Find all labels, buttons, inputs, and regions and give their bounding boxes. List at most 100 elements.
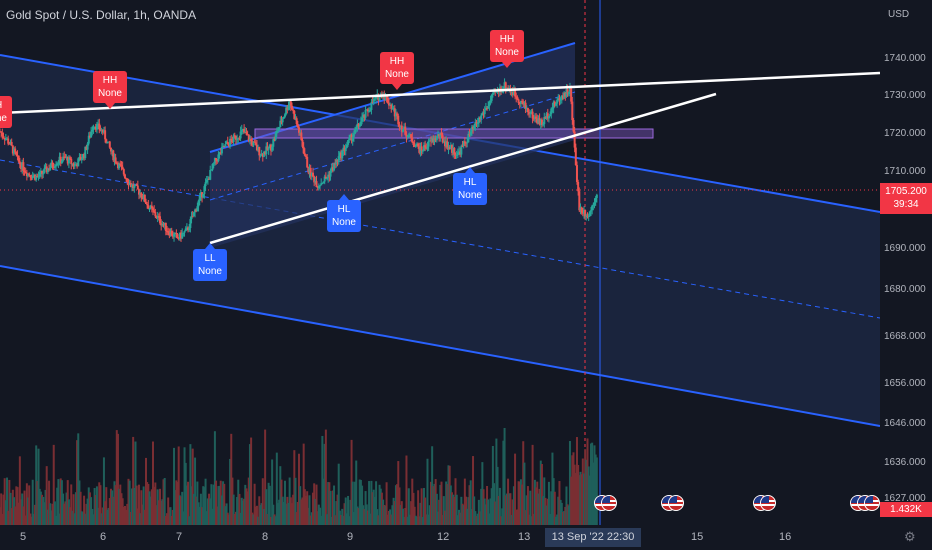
volume-bar bbox=[8, 479, 11, 525]
candle-body bbox=[361, 117, 364, 122]
volume-bar bbox=[458, 509, 461, 525]
volume-bar bbox=[108, 498, 111, 525]
volume-bar bbox=[3, 478, 6, 525]
candle-body bbox=[342, 147, 345, 151]
chart-canvas[interactable] bbox=[0, 0, 880, 525]
volume-bar bbox=[90, 497, 93, 525]
candle-body bbox=[570, 87, 573, 102]
volume-bar bbox=[357, 508, 360, 525]
volume-bar bbox=[517, 481, 520, 525]
volume-bar bbox=[504, 495, 507, 525]
volume-bar bbox=[419, 502, 422, 525]
candle-body bbox=[407, 135, 410, 137]
volume-bar bbox=[394, 485, 397, 525]
volume-bar bbox=[373, 496, 376, 525]
candle-body bbox=[222, 145, 225, 147]
candle-body bbox=[175, 232, 178, 235]
volume-bar bbox=[141, 504, 144, 525]
gear-icon[interactable]: ⚙ bbox=[904, 529, 916, 544]
last-price-tag: 1705.200 39:34 bbox=[880, 183, 932, 214]
volume-bar bbox=[350, 439, 353, 525]
time-scale[interactable]: 5 6 7 8 9 12 13 13 Sep '22 22:30 15 16 ⚙ bbox=[0, 525, 932, 550]
candle-body bbox=[20, 164, 23, 169]
volume-bar bbox=[396, 484, 399, 525]
symbol-title[interactable]: Gold Spot / U.S. Dollar, 1h, OANDA bbox=[6, 8, 197, 22]
candle-body bbox=[230, 138, 233, 141]
candle-body bbox=[265, 146, 268, 155]
volume-bar bbox=[212, 484, 215, 525]
price-tick: 1710.000 bbox=[884, 166, 926, 177]
volume-bar bbox=[531, 444, 534, 525]
volume-bar bbox=[446, 484, 449, 525]
candle-body bbox=[482, 113, 485, 115]
candle-body bbox=[315, 181, 318, 188]
candle-body bbox=[108, 141, 111, 148]
candle-body bbox=[114, 157, 117, 163]
volume-bar bbox=[156, 489, 159, 525]
volume-bar bbox=[202, 486, 205, 525]
us-flag-event-icon[interactable] bbox=[864, 495, 880, 511]
volume-bar bbox=[126, 503, 129, 525]
price-scale[interactable]: USD 1740.000 1730.000 1720.000 1710.000 … bbox=[880, 0, 932, 525]
candle-body bbox=[317, 185, 320, 188]
candle-body bbox=[349, 134, 352, 138]
volume-bar bbox=[60, 480, 63, 525]
candle-body bbox=[220, 146, 223, 154]
currency-label: USD bbox=[888, 9, 910, 20]
volume-bar bbox=[567, 505, 570, 525]
volume-bar bbox=[379, 488, 382, 525]
us-flag-event-icon[interactable] bbox=[668, 495, 684, 511]
volume-bar bbox=[269, 516, 272, 525]
candle-body bbox=[65, 157, 68, 159]
volume-bar bbox=[274, 516, 277, 525]
volume-bar bbox=[441, 515, 444, 525]
candle-body bbox=[231, 140, 234, 143]
volume-bar bbox=[364, 491, 367, 525]
volume-bar bbox=[383, 504, 386, 525]
volume-bar bbox=[587, 466, 590, 525]
candle-body bbox=[403, 126, 406, 130]
candle-body bbox=[1, 132, 4, 137]
candle-body bbox=[140, 192, 143, 198]
candle-body bbox=[316, 187, 319, 189]
candle-body bbox=[234, 135, 237, 140]
candle-body bbox=[30, 177, 33, 179]
volume-bar bbox=[252, 514, 255, 525]
candle-body bbox=[233, 135, 236, 137]
volume-bar bbox=[244, 484, 247, 525]
volume-bar bbox=[84, 513, 87, 525]
volume-bar bbox=[104, 501, 107, 525]
chart-pane[interactable]: Gold Spot / U.S. Dollar, 1h, OANDA HHNon… bbox=[0, 0, 880, 525]
candle-body bbox=[161, 224, 164, 226]
candle-body bbox=[421, 150, 424, 152]
volume-bar bbox=[309, 515, 312, 525]
volume-bar bbox=[449, 485, 452, 525]
volume-bar bbox=[312, 492, 315, 525]
volume-bar bbox=[28, 485, 31, 525]
candle-body bbox=[275, 130, 278, 134]
candle-body bbox=[487, 106, 490, 109]
volume-bar bbox=[230, 433, 233, 525]
volume-bar bbox=[505, 493, 508, 525]
candle-body bbox=[536, 118, 539, 124]
volume-bar bbox=[162, 479, 165, 525]
candle-body bbox=[52, 166, 55, 168]
volume-bar bbox=[480, 488, 483, 525]
volume-bar bbox=[522, 441, 525, 525]
volume-bar bbox=[201, 507, 204, 525]
candle-body bbox=[215, 158, 218, 161]
volume-bar bbox=[168, 507, 171, 525]
volume-bar bbox=[510, 514, 513, 525]
candle-body bbox=[125, 178, 128, 180]
volume-bar bbox=[83, 495, 86, 525]
volume-bar bbox=[86, 498, 89, 525]
volume-bar bbox=[530, 516, 533, 525]
us-flag-event-icon[interactable] bbox=[601, 495, 617, 511]
volume-bar bbox=[134, 441, 137, 525]
us-flag-event-icon[interactable] bbox=[760, 495, 776, 511]
candle-body bbox=[434, 137, 437, 141]
candle-body bbox=[14, 148, 17, 152]
volume-bar bbox=[399, 504, 402, 525]
volume-bar bbox=[180, 496, 183, 525]
